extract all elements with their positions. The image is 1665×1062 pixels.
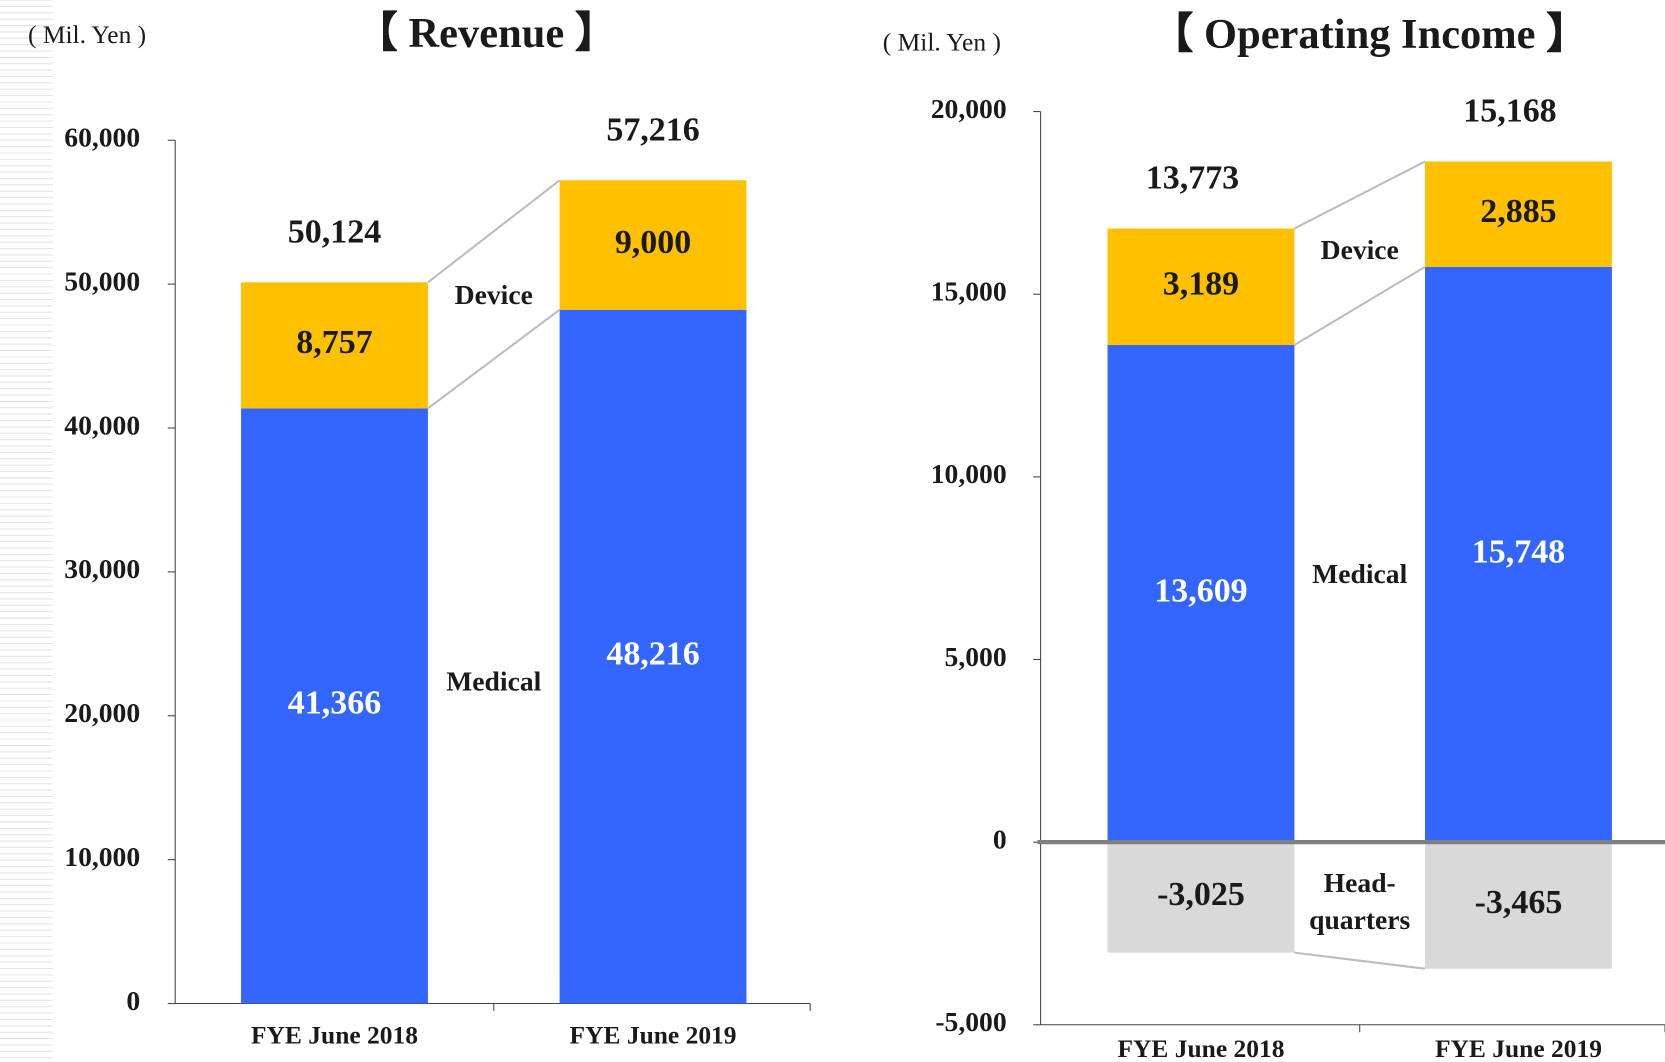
series-name: Head-quarters: [1309, 867, 1411, 936]
series-name-box: Medical: [1312, 558, 1408, 590]
bar-segment: [241, 408, 428, 1004]
series-name-box: Device: [454, 279, 533, 311]
bar-segment: [1107, 228, 1295, 346]
connector: [1293, 265, 1426, 346]
y-tick-label: 30,000: [64, 553, 140, 584]
x-tick-label: FYE June 2019: [1435, 1034, 1602, 1062]
bar-segment: [559, 180, 747, 310]
bar-segment: [1425, 161, 1612, 267]
bar-segment: [241, 282, 428, 409]
chart-title: 【 Operating Income 】: [1151, 11, 1589, 58]
y-tick-label: 5,000: [945, 641, 1007, 672]
total-label: 50,124: [288, 213, 381, 250]
series-name: Medical: [1312, 558, 1408, 590]
total-label: 57,216: [606, 111, 699, 148]
value-label: 13,609: [1154, 572, 1247, 609]
series-name: Device: [454, 279, 533, 311]
y-tick-label: 10,000: [64, 841, 140, 872]
chart-title: 【 Revenue 】: [355, 10, 617, 57]
value-label: 15,748: [1472, 533, 1565, 570]
x-tick-label: FYE June 2018: [1117, 1034, 1284, 1062]
y-tick-label: 40,000: [64, 409, 140, 440]
value-label: -3,465: [1475, 884, 1563, 921]
connector: [427, 179, 561, 284]
value-label: 41,366: [288, 685, 381, 722]
y-axis-label: ( Mil. Yen ): [28, 20, 146, 49]
series-name: Device: [1320, 235, 1399, 266]
total-label: 15,168: [1463, 93, 1556, 130]
y-tick-label: 20,000: [931, 93, 1007, 124]
y-tick-label: 0: [126, 985, 140, 1016]
connector: [427, 308, 561, 410]
value-label: 3,189: [1163, 266, 1239, 303]
x-tick-label: FYE June 2019: [570, 1020, 737, 1049]
value-label: 48,216: [606, 635, 699, 672]
y-tick-label: 10,000: [931, 458, 1007, 489]
y-tick-label: -5,000: [935, 1006, 1006, 1037]
bar-segment: [1107, 345, 1295, 843]
y-axis-label: ( Mil. Yen ): [883, 28, 1001, 57]
value-label: 8,757: [296, 324, 372, 361]
connector: [1293, 160, 1426, 230]
bar-segment: [1107, 842, 1295, 953]
series-name: Medical: [446, 665, 542, 697]
bar-segment: [1425, 266, 1612, 843]
y-tick-label: 60,000: [64, 122, 140, 153]
total-label: 13,773: [1146, 160, 1239, 197]
bar-segment: [559, 309, 747, 1004]
connector: [1294, 951, 1426, 970]
y-tick-label: 15,000: [931, 276, 1007, 307]
value-label: -3,025: [1157, 876, 1245, 913]
series-name-box: Medical: [446, 665, 542, 697]
y-tick-label: 20,000: [64, 697, 140, 728]
y-tick-label: 0: [993, 823, 1007, 854]
left-strip: [0, 0, 54, 1062]
y-tick-label: 50,000: [64, 265, 140, 296]
value-label: 2,885: [1480, 193, 1556, 230]
x-tick-label: FYE June 2018: [251, 1020, 418, 1049]
series-name-box: Head-quarters: [1309, 867, 1411, 936]
series-name-box: Device: [1320, 235, 1399, 266]
value-label: 9,000: [615, 224, 691, 261]
bar-segment: [1425, 842, 1612, 969]
